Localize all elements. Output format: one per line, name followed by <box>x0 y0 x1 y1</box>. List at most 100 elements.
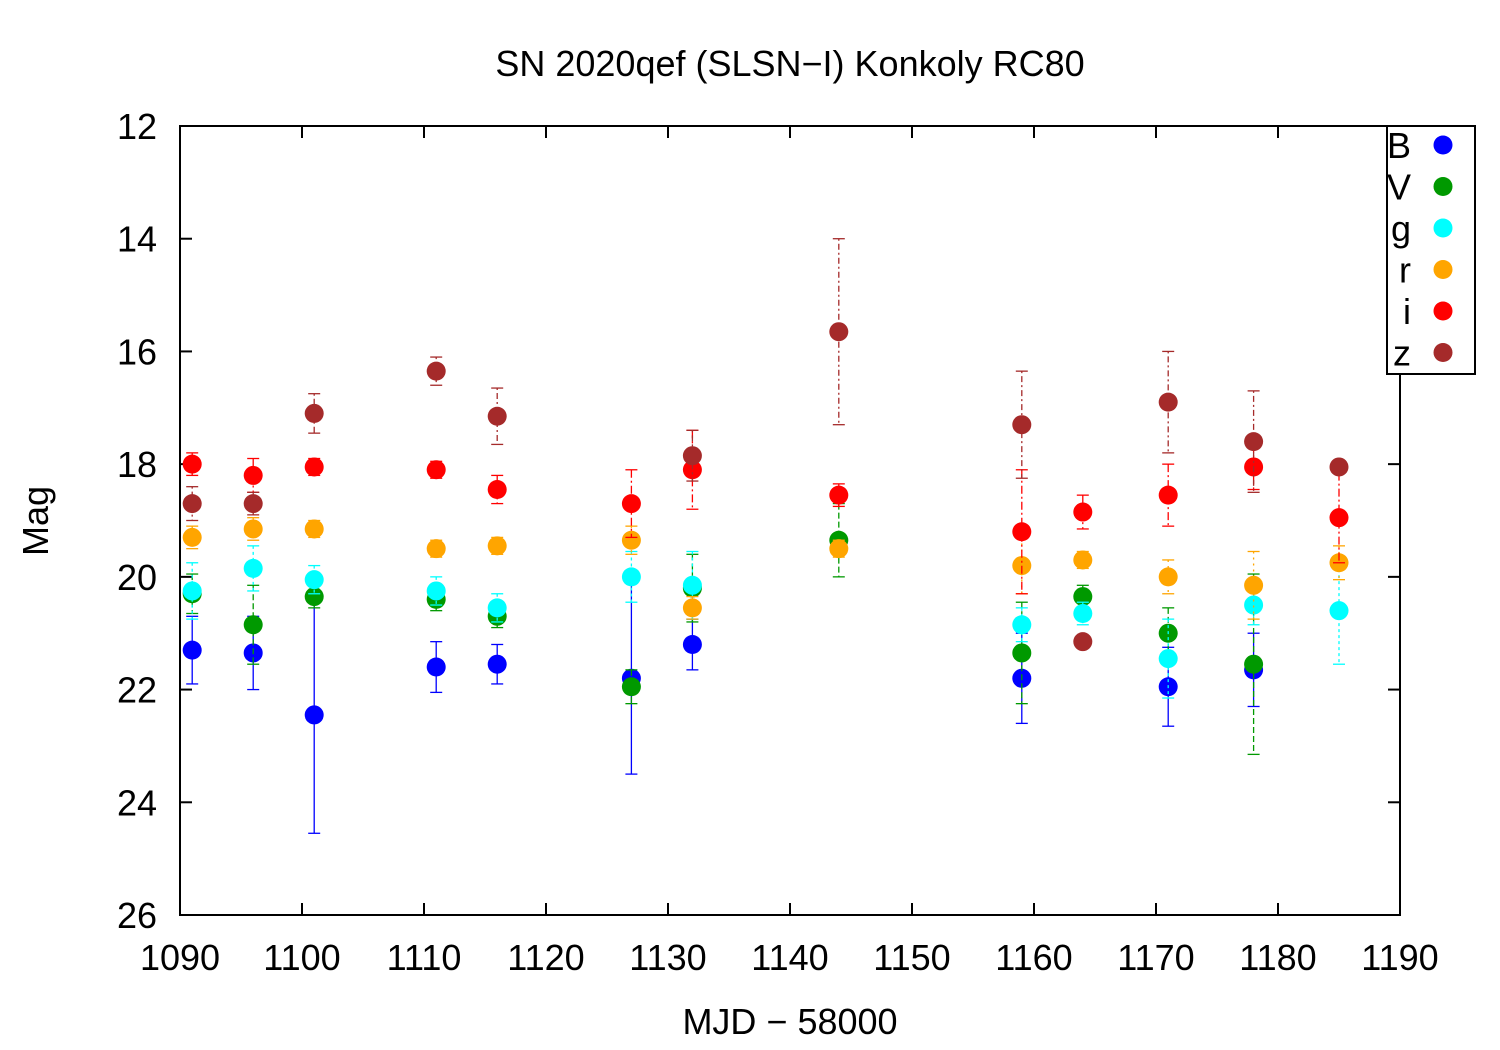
data-point-z <box>426 361 446 381</box>
legend-item-B: B <box>1387 125 1453 166</box>
series-z <box>182 238 1349 652</box>
data-point-r <box>621 530 641 550</box>
y-axis-label: Mag <box>15 486 56 556</box>
data-point-i <box>182 454 202 474</box>
error-bar <box>1015 607 1028 643</box>
legend-label: V <box>1387 167 1411 208</box>
data-point-z <box>182 494 202 514</box>
x-axis: 1090 1100 1110 1120 1130 1140 1150 1160 1170 1180… <box>140 126 1439 978</box>
legend-box <box>1386 125 1476 375</box>
data-point-r <box>1158 567 1178 587</box>
data-point-V <box>1012 643 1032 663</box>
legend-label: g <box>1391 208 1411 249</box>
data-point-g <box>682 575 702 595</box>
data-point-i <box>426 460 446 480</box>
error-bar <box>1162 618 1175 699</box>
data-point-g <box>1158 649 1178 669</box>
x-tick-label: 1160 <box>995 937 1072 978</box>
data-point-i <box>1012 522 1032 542</box>
data-point-z <box>487 406 507 426</box>
data-point-i <box>487 480 507 500</box>
series-g <box>182 545 1349 699</box>
data-point-i <box>243 465 263 485</box>
data-point-g <box>426 581 446 601</box>
series-B <box>182 581 1264 834</box>
legend-label: B <box>1387 125 1411 166</box>
data-point-g <box>182 581 202 601</box>
legend-label: i <box>1403 291 1411 332</box>
error-bar <box>625 525 638 555</box>
data-point-i <box>1158 485 1178 505</box>
y-tick-label: 24 <box>117 782 157 823</box>
error-bar <box>1333 545 1345 581</box>
legend-label: z <box>1393 333 1411 374</box>
x-tick-label: 1110 <box>387 937 462 978</box>
data-point-g <box>621 567 641 587</box>
y-tick-label: 20 <box>117 557 157 598</box>
y-tick-label: 14 <box>117 219 157 260</box>
error-bar <box>186 486 199 522</box>
data-point-r <box>1073 550 1093 570</box>
legend-marker <box>1433 218 1453 238</box>
legend-item-g: g <box>1391 208 1453 249</box>
y-tick-label: 12 <box>117 106 157 147</box>
data-point-r <box>1244 575 1264 595</box>
data-point-B <box>304 705 324 725</box>
data-point-B <box>426 657 446 677</box>
x-tick-label: 1120 <box>507 937 584 978</box>
legend-marker <box>1433 343 1453 362</box>
data-point-z <box>829 322 849 342</box>
data-point-i <box>682 460 702 480</box>
legend-item-i: i <box>1403 291 1453 332</box>
chart-title: SN 2020qef (SLSN−I) Konkoly RC80 <box>495 43 1084 84</box>
data-point-z <box>682 446 702 466</box>
data-point-g <box>487 598 507 618</box>
data-point-g <box>1244 595 1264 615</box>
error-bar <box>1162 463 1175 527</box>
error-bar <box>625 669 638 705</box>
data-point-B <box>682 634 702 654</box>
data-point-V <box>1244 654 1264 674</box>
data-point-z <box>1329 457 1349 477</box>
legend-marker <box>1433 260 1453 279</box>
data-point-z <box>304 403 324 423</box>
error-bar <box>686 429 699 482</box>
legend-item-V: V <box>1387 167 1453 208</box>
legend-marker <box>1433 301 1453 321</box>
x-tick-label: 1190 <box>1361 937 1438 978</box>
legend-marker <box>1433 135 1453 155</box>
data-point-z <box>243 494 263 514</box>
data-point-B <box>487 654 507 674</box>
error-bar <box>1015 370 1028 479</box>
x-tick-label: 1140 <box>751 937 828 978</box>
y-tick-label: 26 <box>117 895 157 936</box>
x-tick-label: 1170 <box>1117 937 1194 978</box>
error-bar <box>1247 550 1260 620</box>
data-point-g <box>1329 601 1349 621</box>
data-point-i <box>1329 508 1349 528</box>
data-point-r <box>304 519 324 539</box>
data-point-r <box>1012 556 1032 576</box>
data-series <box>182 238 1349 834</box>
data-point-B <box>182 640 202 660</box>
data-point-g <box>243 558 263 578</box>
data-point-V <box>1073 587 1093 607</box>
data-point-z <box>1158 392 1178 412</box>
legend-marker <box>1433 177 1453 196</box>
data-point-z <box>1073 632 1093 652</box>
data-point-r <box>243 519 263 539</box>
legend-label: r <box>1399 250 1411 291</box>
data-point-z <box>1244 432 1264 452</box>
error-bar <box>186 562 199 620</box>
data-point-i <box>829 485 849 505</box>
y-tick-label: 22 <box>117 670 157 711</box>
data-point-r <box>829 539 849 559</box>
x-tick-label: 1100 <box>263 937 340 978</box>
data-point-V <box>621 677 641 697</box>
legend-item-r: r <box>1399 250 1453 291</box>
y-tick-label: 16 <box>117 331 157 372</box>
data-point-r <box>426 539 446 559</box>
x-tick-label: 1090 <box>140 937 220 978</box>
data-point-g <box>304 570 324 590</box>
